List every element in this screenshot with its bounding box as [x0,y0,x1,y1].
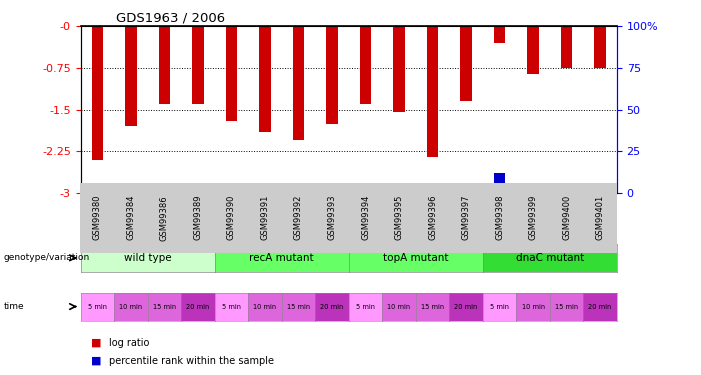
Text: 15 min: 15 min [555,304,578,310]
Bar [192,26,204,104]
Text: 15 min: 15 min [421,304,444,310]
Text: GSM99384: GSM99384 [126,195,135,240]
Text: 20 min: 20 min [186,304,210,310]
Bar [561,26,573,68]
Text: GSM99393: GSM99393 [327,195,336,240]
Text: GSM99399: GSM99399 [529,195,538,240]
Text: GSM99396: GSM99396 [428,195,437,240]
Bar [393,26,405,112]
Text: GSM99380: GSM99380 [93,195,102,240]
Text: GSM99394: GSM99394 [361,195,370,240]
Text: ■: ■ [91,338,102,348]
Bar [360,186,372,193]
Text: wild type: wild type [124,253,172,263]
Text: ■: ■ [91,356,102,366]
Bar [460,186,472,193]
Text: 5 min: 5 min [222,304,241,310]
Bar [326,186,338,193]
Text: 5 min: 5 min [490,304,509,310]
Text: 20 min: 20 min [589,304,612,310]
Bar [326,26,338,124]
Text: GSM99395: GSM99395 [395,195,404,240]
Bar [92,26,103,160]
Text: 15 min: 15 min [153,304,176,310]
Bar [292,26,304,140]
Bar [92,190,103,193]
Text: time: time [4,302,24,311]
Text: topA mutant: topA mutant [383,253,449,263]
Bar [226,186,238,193]
Text: GSM99397: GSM99397 [461,195,470,240]
Text: genotype/variation: genotype/variation [4,254,90,262]
Text: GSM99390: GSM99390 [227,195,236,240]
Bar [158,186,170,193]
Bar [158,26,170,104]
Bar [494,26,505,43]
Text: 10 min: 10 min [119,304,142,310]
Bar [125,186,137,193]
Bar [527,186,539,193]
Bar [594,186,606,193]
Bar [594,26,606,68]
Text: 20 min: 20 min [320,304,343,310]
Bar [427,186,438,193]
Bar [360,26,372,104]
Text: GSM99391: GSM99391 [261,195,269,240]
Bar [292,186,304,193]
Text: 5 min: 5 min [88,304,107,310]
Text: GDS1963 / 2006: GDS1963 / 2006 [116,11,225,24]
Text: GSM99401: GSM99401 [596,195,605,240]
Bar [393,186,405,193]
Bar [527,26,539,74]
Text: GSM99398: GSM99398 [495,195,504,240]
Bar [494,173,505,193]
Text: GSM99400: GSM99400 [562,195,571,240]
Text: 10 min: 10 min [253,304,276,310]
Text: recA mutant: recA mutant [250,253,314,263]
Text: GSM99386: GSM99386 [160,195,169,241]
Bar [460,26,472,101]
Text: percentile rank within the sample: percentile rank within the sample [109,356,273,366]
Bar [259,26,271,132]
Text: GSM99392: GSM99392 [294,195,303,240]
Text: GSM99389: GSM99389 [193,195,203,240]
Bar [192,186,204,193]
Text: log ratio: log ratio [109,338,149,348]
Text: 15 min: 15 min [287,304,310,310]
Bar [125,26,137,126]
Bar [226,26,238,121]
Text: 10 min: 10 min [522,304,545,310]
Text: 5 min: 5 min [356,304,375,310]
Bar [427,26,438,157]
Text: dnaC mutant: dnaC mutant [516,253,584,263]
Text: 20 min: 20 min [454,304,477,310]
Text: 10 min: 10 min [388,304,411,310]
Bar [259,186,271,193]
Bar [561,186,573,193]
